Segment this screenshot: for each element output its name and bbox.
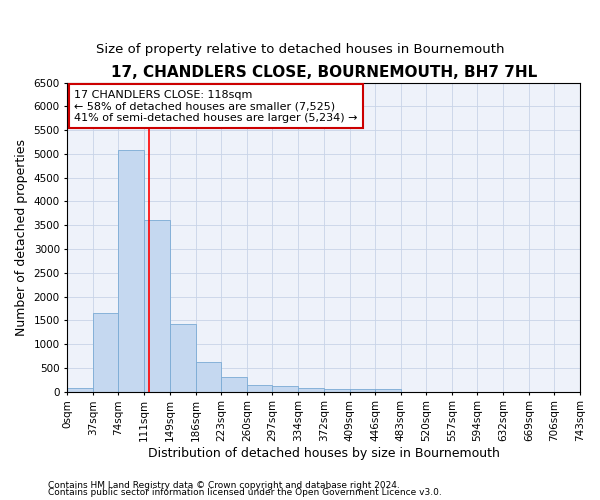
- Text: Contains public sector information licensed under the Open Government Licence v3: Contains public sector information licen…: [48, 488, 442, 497]
- Bar: [67, 388, 93, 392]
- Bar: [247, 384, 272, 392]
- Bar: [272, 386, 298, 392]
- Bar: [170, 324, 196, 392]
- Text: 17 CHANDLERS CLOSE: 118sqm
← 58% of detached houses are smaller (7,525)
41% of s: 17 CHANDLERS CLOSE: 118sqm ← 58% of deta…: [74, 90, 358, 123]
- X-axis label: Distribution of detached houses by size in Bournemouth: Distribution of detached houses by size …: [148, 447, 500, 460]
- Bar: [144, 220, 170, 392]
- Y-axis label: Number of detached properties: Number of detached properties: [15, 138, 28, 336]
- Text: Size of property relative to detached houses in Bournemouth: Size of property relative to detached ho…: [96, 42, 504, 56]
- Text: Contains HM Land Registry data © Crown copyright and database right 2024.: Contains HM Land Registry data © Crown c…: [48, 480, 400, 490]
- Bar: [324, 389, 350, 392]
- Bar: [118, 150, 144, 392]
- Bar: [375, 390, 401, 392]
- Bar: [221, 378, 247, 392]
- Bar: [350, 390, 375, 392]
- Title: 17, CHANDLERS CLOSE, BOURNEMOUTH, BH7 7HL: 17, CHANDLERS CLOSE, BOURNEMOUTH, BH7 7H…: [110, 65, 537, 80]
- Bar: [298, 388, 324, 392]
- Bar: [196, 362, 221, 392]
- Bar: [93, 313, 118, 392]
